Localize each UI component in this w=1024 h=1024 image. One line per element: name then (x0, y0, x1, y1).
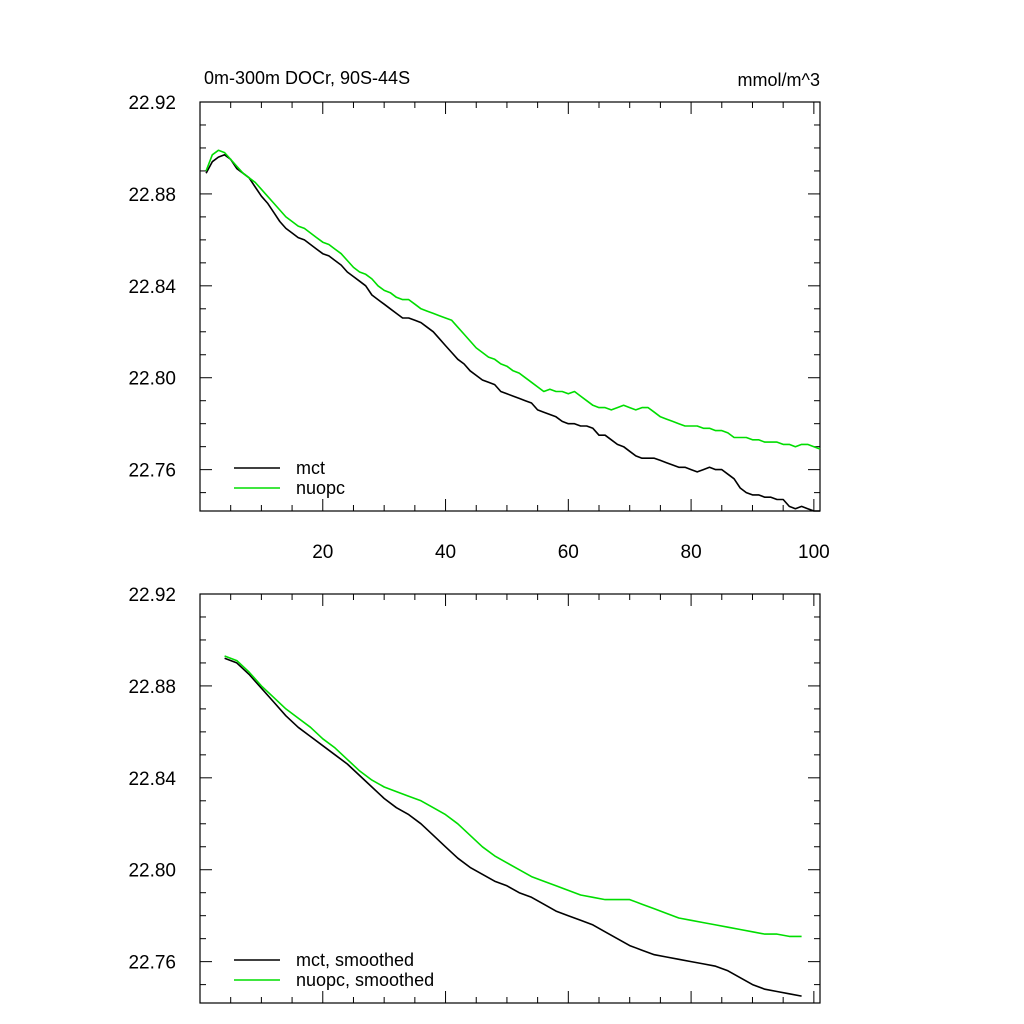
y-tick-label: 22.76 (128, 461, 176, 482)
top-panel-title: 0m-300m DOCr, 90S-44S (204, 68, 410, 88)
bottom-panel-frame (199, 593, 821, 1004)
x-tick-label: 40 (435, 542, 456, 563)
top-panel-tick-labels: 22.92 22.88 22.84 22.80 22.76 20 40 60 80 100 (128, 93, 829, 563)
y-tick-label: 22.80 (128, 861, 176, 882)
y-tick-label: 22.80 (128, 369, 176, 390)
top-panel: 0m-300m DOCr, 90S-44S mmol/m^3 22.92 22.8… (128, 68, 829, 563)
bottom-panel-tick-labels: 22.92 22.88 22.84 22.80 22.76 (128, 585, 176, 974)
series-line-nuopc (205, 149, 821, 450)
x-tick-label: 60 (558, 542, 579, 563)
y-tick-label: 22.88 (128, 677, 176, 698)
top-panel-frame (199, 101, 821, 512)
bottom-panel-series (224, 655, 802, 997)
legend-label: mct (296, 458, 325, 478)
y-tick-label: 22.76 (128, 953, 176, 974)
series-line-nuopc-smoothed (224, 655, 802, 938)
x-tick-label: 20 (312, 542, 333, 563)
y-tick-label: 22.92 (128, 585, 176, 606)
y-tick-label: 22.84 (128, 277, 176, 298)
series-line-mct (205, 154, 820, 512)
top-panel-series (205, 149, 821, 512)
legend-label: nuopc (296, 478, 345, 498)
x-tick-label: 100 (798, 542, 830, 563)
y-tick-label: 22.92 (128, 93, 176, 114)
x-tick-label: 80 (681, 542, 702, 563)
legend-label: nuopc, smoothed (296, 970, 434, 990)
series-line-mct-smoothed (224, 657, 802, 997)
bottom-panel-ticks (200, 593, 820, 1003)
bottom-panel: 22.92 22.88 22.84 22.80 22.76 mct, smoothedn… (128, 585, 821, 1004)
top-panel-units: mmol/m^3 (738, 70, 820, 90)
y-tick-label: 22.88 (128, 185, 176, 206)
legend-label: mct, smoothed (296, 950, 414, 970)
top-panel-ticks (200, 101, 820, 511)
y-tick-label: 22.84 (128, 769, 176, 790)
